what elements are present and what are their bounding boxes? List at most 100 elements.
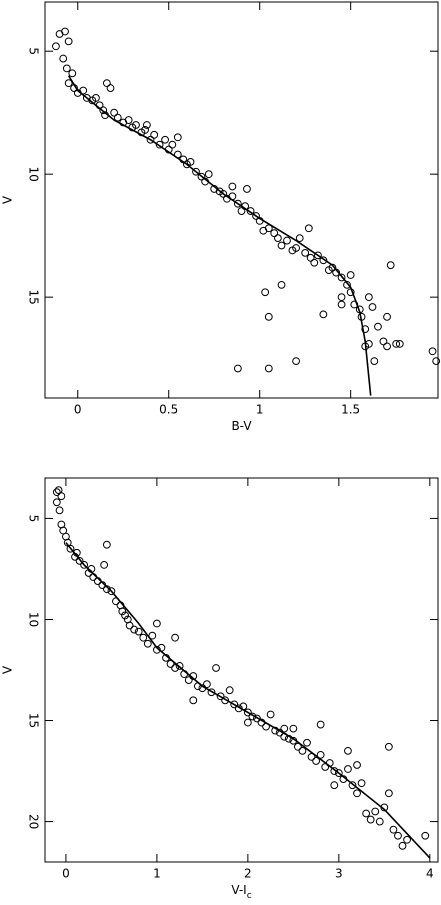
data-point — [330, 767, 339, 775]
data-point — [148, 631, 157, 640]
data-point — [113, 113, 122, 122]
x-axis-label-part: c — [247, 891, 252, 901]
data-point — [421, 831, 430, 840]
data-point — [283, 236, 291, 245]
fit-line — [67, 75, 372, 396]
y-tick-label: 15 — [27, 290, 41, 305]
data-point — [62, 64, 71, 73]
data-point — [192, 167, 200, 176]
data-point — [337, 293, 346, 302]
data-point — [186, 157, 195, 166]
data-point — [304, 224, 313, 233]
data-point — [303, 738, 311, 747]
fit-line — [65, 542, 431, 859]
data-point — [389, 825, 398, 834]
data-point — [392, 339, 401, 348]
plot-frame — [44, 1, 439, 399]
data-point — [80, 561, 89, 569]
data-point — [264, 364, 273, 373]
data-point — [314, 251, 322, 260]
data-point — [171, 633, 179, 642]
data-point — [132, 121, 140, 129]
data-point — [141, 126, 149, 134]
data-point — [143, 639, 152, 648]
data-point — [237, 207, 246, 215]
data-point — [203, 680, 211, 689]
data-point — [273, 234, 282, 243]
data-point — [230, 700, 239, 709]
data-point — [294, 742, 302, 751]
data-point — [207, 688, 216, 697]
data-point — [55, 506, 64, 515]
data-point — [362, 809, 371, 818]
x-tick-label: 0 — [74, 403, 82, 417]
data-point — [428, 347, 437, 356]
data-point — [310, 258, 319, 267]
x-axis-label: B-V — [231, 419, 252, 433]
data-point — [298, 746, 307, 755]
data-point — [142, 121, 151, 129]
data-point — [173, 133, 182, 142]
data-point — [118, 607, 127, 616]
data-point — [307, 753, 316, 761]
data-point — [337, 273, 346, 282]
data-point — [370, 357, 379, 366]
data-point — [52, 498, 61, 507]
panel: 0 0.5 1 1.5 5 10 15 B-V V — [1, 1, 441, 433]
data-point — [233, 364, 242, 373]
x-axis-label-part: B-V — [231, 419, 252, 433]
data-point — [277, 280, 286, 289]
data-point — [121, 611, 129, 620]
data-point — [375, 817, 384, 826]
data-point — [316, 750, 325, 759]
data-point — [75, 556, 84, 565]
data-point — [316, 720, 325, 729]
data-point — [225, 686, 234, 695]
x-tick-label: 3 — [335, 867, 343, 881]
data-point — [292, 244, 300, 252]
panel: 0 1 2 3 4 5 10 15 20 V-Ic V — [1, 477, 439, 901]
y-tick-label: 20 — [27, 814, 41, 829]
x-axis-label: V-Ic — [231, 883, 251, 901]
y-tick-label: 10 — [27, 167, 41, 182]
data-point — [384, 742, 393, 751]
data-point — [270, 229, 279, 238]
data-point — [280, 724, 289, 733]
data-point — [384, 789, 393, 798]
data-point — [59, 54, 68, 63]
x-tick-label: 4 — [426, 867, 434, 881]
data-point — [361, 325, 370, 334]
data-point — [383, 342, 391, 351]
data-point — [398, 841, 407, 850]
data-point — [100, 561, 109, 569]
data-point — [155, 140, 164, 149]
data-point — [312, 757, 320, 765]
data-point — [66, 544, 75, 553]
data-point — [175, 662, 184, 670]
data-point — [212, 664, 220, 672]
data-point — [334, 769, 343, 777]
x-tick-label: 1.5 — [341, 403, 360, 417]
data-point — [125, 621, 134, 630]
data-point — [344, 746, 352, 755]
data-point — [403, 835, 411, 844]
y-axis-label: V — [1, 195, 15, 204]
data-point — [216, 692, 225, 701]
data-point — [150, 130, 159, 139]
data-point — [266, 710, 275, 719]
x-tick-label: 0 — [62, 867, 70, 881]
data-point — [330, 781, 339, 790]
x-tick-label: 0.5 — [159, 403, 178, 417]
data-point — [161, 135, 169, 144]
data-point — [366, 815, 375, 824]
data-point — [261, 288, 270, 297]
data-point — [107, 587, 116, 596]
x-tick-label: 1 — [153, 867, 161, 881]
y-tick-label: 15 — [27, 713, 41, 728]
data-point — [130, 625, 139, 634]
data-point — [319, 256, 328, 265]
data-point — [219, 189, 228, 198]
data-point — [383, 312, 391, 321]
data-point — [184, 676, 193, 685]
